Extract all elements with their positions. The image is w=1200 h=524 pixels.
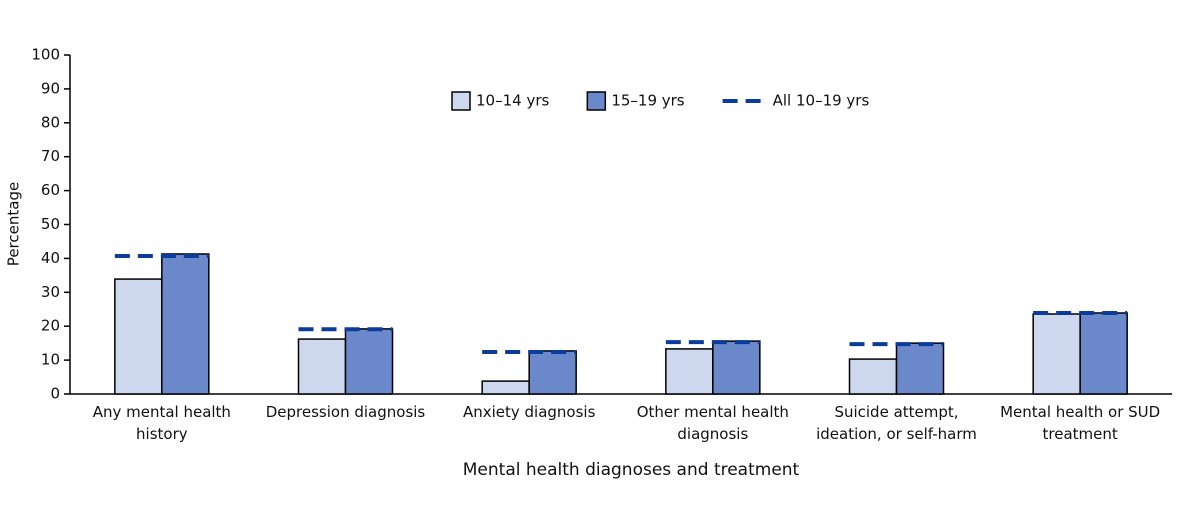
y-tick-label: 70 xyxy=(41,147,60,165)
legend-swatch xyxy=(586,91,607,111)
y-tick-label: 60 xyxy=(41,181,60,199)
legend-label: All 10–19 yrs xyxy=(773,92,870,110)
bar xyxy=(114,278,163,395)
bar xyxy=(848,358,898,395)
bar xyxy=(665,348,714,395)
x-tick-label: Other mental health diagnosis xyxy=(637,403,789,443)
legend-label: 10–14 yrs xyxy=(476,92,549,110)
y-tick-label: 100 xyxy=(31,46,60,64)
x-tick-label: Any mental health history xyxy=(93,403,231,443)
bar xyxy=(712,340,761,395)
bar xyxy=(344,328,394,395)
bar xyxy=(481,380,530,395)
y-tick-label: 50 xyxy=(41,215,60,233)
legend-swatch xyxy=(451,91,471,111)
x-tick-label: Anxiety diagnosis xyxy=(463,403,596,421)
y-tick-label: 40 xyxy=(41,249,60,267)
y-tick-label: 80 xyxy=(41,113,60,131)
y-tick-label: 30 xyxy=(41,283,60,301)
x-tick-label: Depression diagnosis xyxy=(266,403,426,421)
y-tick-label: 10 xyxy=(41,351,60,369)
y-tick-label: 20 xyxy=(41,317,60,335)
y-axis-title: Percentage xyxy=(5,182,23,266)
bar xyxy=(1079,312,1128,395)
y-tick-label: 90 xyxy=(41,79,60,97)
bar xyxy=(161,253,210,395)
bar xyxy=(297,338,347,395)
legend-label: 15–19 yrs xyxy=(611,92,684,110)
bar xyxy=(895,342,945,395)
bar xyxy=(1032,313,1081,395)
y-tick-label: 0 xyxy=(50,385,60,403)
x-tick-label: Mental health or SUD treatment xyxy=(1000,403,1160,443)
x-tick-label: Suicide attempt, ideation, or self-harm xyxy=(816,403,977,443)
x-axis-title: Mental health diagnoses and treatment xyxy=(463,460,800,480)
bar xyxy=(528,350,577,395)
